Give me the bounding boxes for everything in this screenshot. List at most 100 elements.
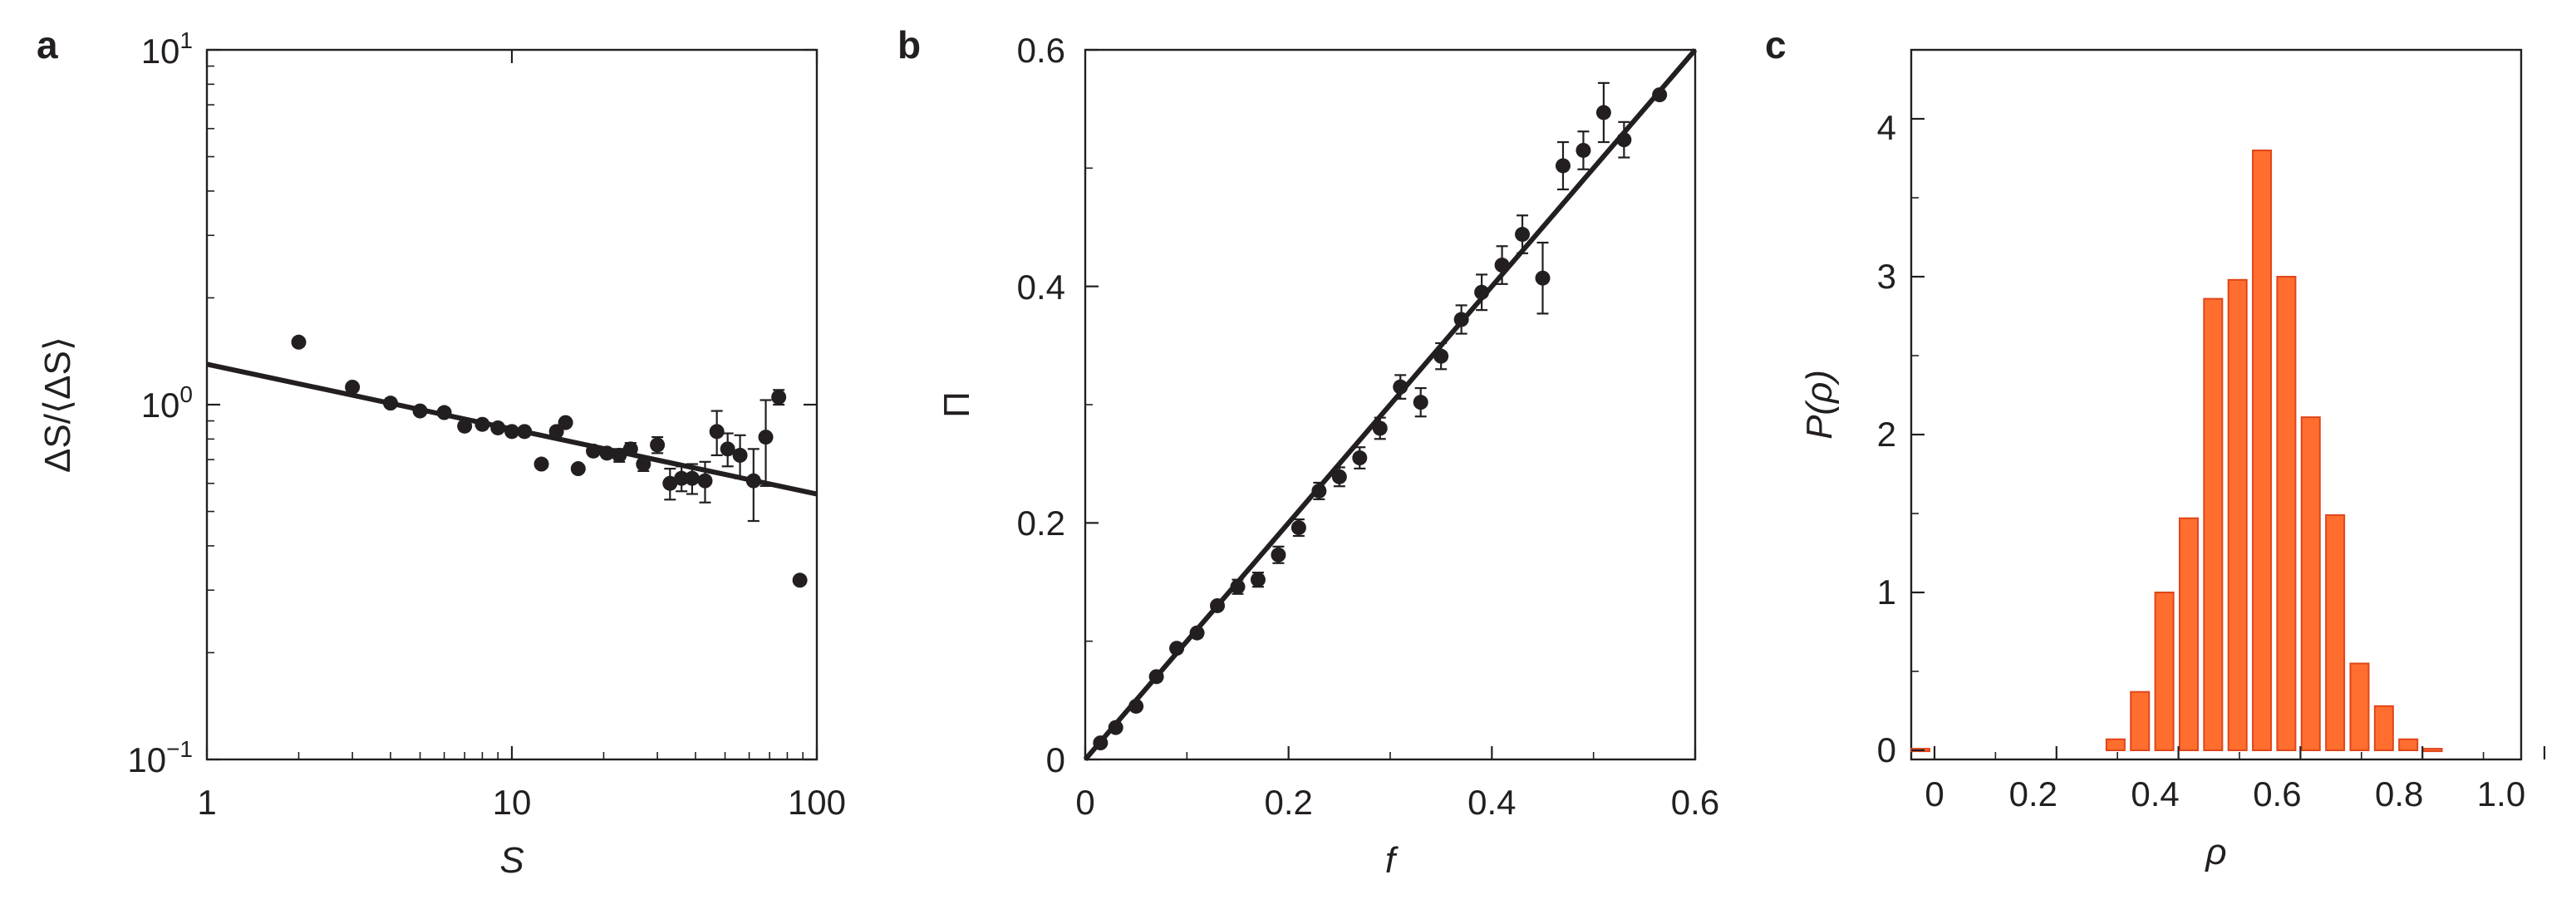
- panel-c-xtick-0.4: 0.4: [2131, 774, 2179, 813]
- panel-a-point-12: [558, 415, 573, 430]
- panel-c-ytick-2: 2: [1877, 415, 1896, 454]
- panel-b-point-8: [1250, 572, 1266, 587]
- panel-b-ytick-0.4: 0.4: [1017, 268, 1065, 307]
- panel-a-point-3: [412, 403, 428, 419]
- panel-b-point-22: [1535, 270, 1551, 286]
- panel-a-xlabel: S: [499, 840, 524, 881]
- panel-a-point-26: [732, 447, 748, 463]
- panel-c-bar-12: [2373, 705, 2394, 751]
- panel-b-xtick-0.6: 0.6: [1671, 783, 1719, 822]
- panel-a-ticks: [205, 48, 819, 761]
- panel-b-point-11: [1311, 483, 1327, 499]
- panel-b-point-24: [1576, 142, 1591, 158]
- panel-c-bar-1: [2105, 738, 2126, 752]
- panel-b-point-18: [1453, 312, 1469, 327]
- panel-c-bar-3: [2154, 592, 2175, 751]
- panel-c-xtick-0.6: 0.6: [2253, 774, 2301, 813]
- panel-a-xtick-1: 1: [197, 783, 216, 822]
- panel-b-point-3: [1148, 669, 1164, 685]
- panel-c-ytick-4: 4: [1877, 108, 1896, 147]
- panel-c-xtick-0.2: 0.2: [2009, 774, 2057, 813]
- panel-a-point-29: [771, 389, 787, 405]
- panel-a-ytick-10-1: 101: [141, 27, 193, 71]
- panel-a-point-14: [586, 443, 602, 459]
- panel-b-point-17: [1433, 348, 1449, 364]
- panel-b-ytick-0.6: 0.6: [1017, 31, 1065, 70]
- panel-a-point-13: [570, 461, 586, 477]
- panel-c-ticks: [1911, 117, 2546, 759]
- panel-a-point-5: [457, 418, 473, 434]
- panel-a-point-30: [792, 572, 808, 588]
- panel-c-xtick-0.8: 0.8: [2375, 774, 2423, 813]
- panel-c-bar-2: [2130, 690, 2151, 752]
- panel-a-point-9: [517, 424, 533, 440]
- panel-c-bar-11: [2349, 662, 2370, 751]
- panel-a-point-19: [650, 437, 666, 453]
- panel-b-point-26: [1616, 132, 1632, 148]
- panel-b-point-4: [1169, 641, 1185, 656]
- panel-a-point-21: [674, 470, 690, 486]
- panel-a-points: [291, 334, 808, 588]
- panel-a-point-15: [599, 445, 615, 461]
- panel-c: c 0 0.2 0.4 0.6 0.8 1.0 0 1 2 3 4 ρ P(ρ): [1765, 23, 2546, 872]
- panel-b-point-19: [1474, 284, 1490, 300]
- panel-b-point-27: [1652, 87, 1668, 103]
- panel-b-xtick-0.4: 0.4: [1467, 783, 1516, 822]
- panel-a-point-20: [662, 475, 678, 491]
- panel-c-letter: c: [1765, 23, 1787, 66]
- panel-a-point-4: [436, 405, 452, 420]
- panel-a-ylabel: ΔS/⟨ΔS⟩: [37, 337, 78, 473]
- panel-a-xtick-100: 100: [788, 783, 846, 822]
- panel-a-point-28: [758, 430, 774, 445]
- panel-a-axes-frame: [205, 48, 819, 761]
- panel-c-xtick-0: 0: [1925, 774, 1944, 813]
- panel-c-axes-frame: [1910, 48, 2523, 761]
- panel-c-bar-14: [2422, 748, 2443, 753]
- panel-a-point-8: [504, 424, 519, 440]
- panel-a-point-17: [622, 441, 638, 457]
- panel-c-bar-13: [2398, 738, 2419, 752]
- panel-c-ylabel: P(ρ): [1799, 370, 1840, 440]
- panel-b-ytick-0.2: 0.2: [1017, 504, 1065, 543]
- panel-a-point-18: [636, 456, 651, 472]
- panel-b-xtick-0: 0: [1075, 783, 1094, 822]
- panel-a-point-0: [291, 334, 307, 350]
- panel-a-point-6: [474, 416, 490, 432]
- panel-a-point-22: [684, 470, 700, 486]
- panel-b-point-0: [1093, 735, 1109, 751]
- panel-b-ylabel: Π: [937, 391, 977, 418]
- panel-c-ytick-1: 1: [1877, 572, 1896, 612]
- panel-b-points: [1093, 81, 1668, 751]
- panel-a-point-7: [490, 420, 506, 435]
- panel-c-ytick-3: 3: [1877, 257, 1896, 296]
- panel-b-point-2: [1128, 698, 1144, 714]
- panel-b-xlabel: f: [1385, 840, 1399, 881]
- panel-b-fit-line-group: [1083, 48, 1698, 761]
- panel-c-bar-4: [2178, 517, 2199, 751]
- panel-a-ytick-10-minus1: 10−1: [127, 736, 193, 779]
- panel-b-point-9: [1271, 547, 1286, 563]
- panel-a-point-10: [533, 456, 549, 472]
- panel-b-point-1: [1108, 720, 1123, 735]
- panel-b-xtick-0.2: 0.2: [1265, 783, 1313, 822]
- panel-a-point-27: [745, 473, 761, 489]
- panel-c-bar-6: [2227, 278, 2248, 751]
- panel-a-point-16: [612, 447, 627, 463]
- panel-c-bars: [1910, 150, 2443, 753]
- panel-a-point-25: [720, 441, 735, 457]
- panel-c-xlabel: ρ: [2204, 832, 2226, 872]
- panel-b-point-21: [1515, 227, 1531, 243]
- panel-b-point-25: [1595, 105, 1611, 120]
- panel-c-bar-10: [2325, 514, 2346, 752]
- panel-b-point-12: [1331, 469, 1347, 484]
- panel-b-fit-line: [1083, 48, 1698, 761]
- panel-a-letter: a: [37, 23, 58, 66]
- panel-b-point-20: [1494, 258, 1510, 273]
- panel-b-point-5: [1189, 625, 1205, 641]
- panel-c-bar-8: [2276, 276, 2297, 751]
- panel-a-point-1: [345, 379, 361, 395]
- panel-b-point-10: [1290, 520, 1306, 536]
- panel-c-xtick-1.0: 1.0: [2477, 774, 2525, 813]
- panel-b-point-14: [1372, 420, 1388, 436]
